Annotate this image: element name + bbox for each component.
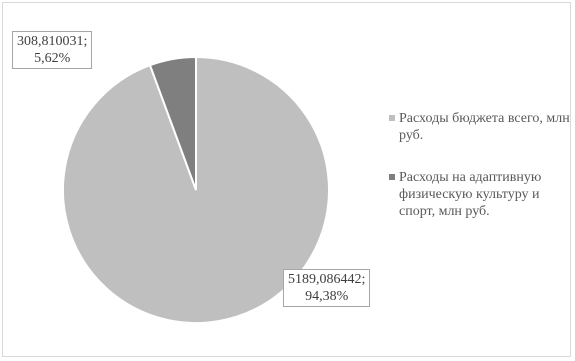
pie-chart xyxy=(62,55,330,324)
legend-label: Расходы на адаптивную физическую культур… xyxy=(399,170,542,219)
legend-item-budget-total: Расходы бюджета всего, млн руб. xyxy=(389,110,575,144)
data-label-percent: 5,62% xyxy=(34,51,71,66)
legend-swatch xyxy=(389,174,395,180)
legend-label: Расходы бюджета всего, млн руб. xyxy=(399,111,570,143)
data-label-value: 5189,086442; xyxy=(288,272,366,287)
legend-item-adaptive-sport: Расходы на адаптивную физическую культур… xyxy=(389,169,575,220)
legend-swatch xyxy=(389,115,395,121)
chart-area: 308,810031; 5,62% 5189,086442; 94,38% Ра… xyxy=(2,2,571,357)
data-label-percent: 94,38% xyxy=(305,289,349,304)
legend: Расходы бюджета всего, млн руб. Расходы … xyxy=(389,110,575,245)
pie-slice-adaptive-sport xyxy=(148,55,197,191)
data-label-value: 308,810031; xyxy=(17,34,88,49)
data-label-adaptive-sport: 308,810031; 5,62% xyxy=(12,31,93,69)
data-label-budget-total: 5189,086442; 94,38% xyxy=(283,269,371,307)
